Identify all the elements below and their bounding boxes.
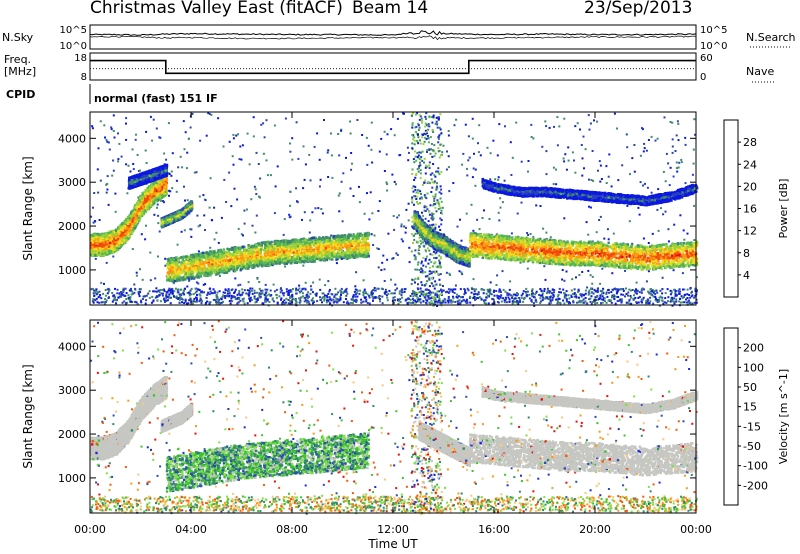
power-cbar-label-4: 20 [743,180,757,193]
xtick-label-2: 08:00 [276,523,308,536]
velocity-ytick-label-2: 3000 [58,384,86,397]
xlabel: Time UT [367,537,418,551]
power-panel-cells [90,112,698,307]
power-cbar-label-6: 28 [743,136,757,149]
power-ytick-label-0: 1000 [58,264,86,277]
power-cbar-label-3: 16 [743,203,757,216]
velocity-colorbar-frame [724,328,738,505]
power-ytick-label-1: 2000 [58,220,86,233]
noise-ytick-right-bottom: 10^0 [700,41,727,52]
power-cbar-label-1: 8 [743,247,750,260]
freq-ytick-right-bottom: 0 [700,72,706,83]
velocity-cbar-label-1: -100 [743,460,768,473]
xtick-label-6: 00:00 [680,523,712,536]
velocity-ytick-label-3: 4000 [58,340,86,353]
velocity-ylabel: Slant Range [km] [21,364,35,468]
xtick-label-0: 00:00 [74,523,106,536]
velocity-colorbar-label: Velocity [m s^-1] [777,369,790,464]
power-ytick-label-3: 4000 [58,132,86,145]
noise-ytick-left-bottom: 10^0 [60,41,87,52]
freq-ytick-left-bottom: 8 [81,72,87,83]
noise-series-0 [90,31,696,36]
power-ylabel: Slant Range [km] [21,156,35,260]
noise-ytick-right-top: 10^5 [700,25,727,36]
power-cbar-label-2: 12 [743,225,757,238]
velocity-ytick-label-1: 2000 [58,428,86,441]
velocity-cbar-label-6: 100 [743,361,764,374]
xtick-label-5: 20:00 [579,523,611,536]
velocity-cbar-label-5: 50 [743,381,757,394]
freq-series-0 [90,61,696,74]
xtick-label-4: 16:00 [478,523,510,536]
power-colorbar-frame [724,120,738,297]
xtick-label-1: 04:00 [175,523,207,536]
velocity-cbar-label-0: -200 [743,479,768,492]
velocity-cbar-label-3: -15 [743,420,761,433]
xtick-label-3: 12:00 [377,523,409,536]
power-colorbar-label: Power [dB] [777,179,790,239]
freq-ytick-right-top: 60 [700,53,713,64]
velocity-cbar-label-7: 200 [743,342,764,355]
freq-strip-frame [90,53,696,80]
velocity-panel-cells [90,320,698,515]
velocity-ytick-label-0: 1000 [58,472,86,485]
power-cbar-label-5: 24 [743,158,757,171]
noise-ytick-left-top: 10^5 [60,25,87,36]
velocity-cbar-label-4: 15 [743,401,757,414]
velocity-cbar-label-2: -50 [743,440,761,453]
power-cbar-label-0: 4 [743,269,750,282]
power-ytick-label-2: 3000 [58,176,86,189]
noise-series-1 [90,36,696,40]
freq-ytick-left-top: 18 [74,53,87,64]
